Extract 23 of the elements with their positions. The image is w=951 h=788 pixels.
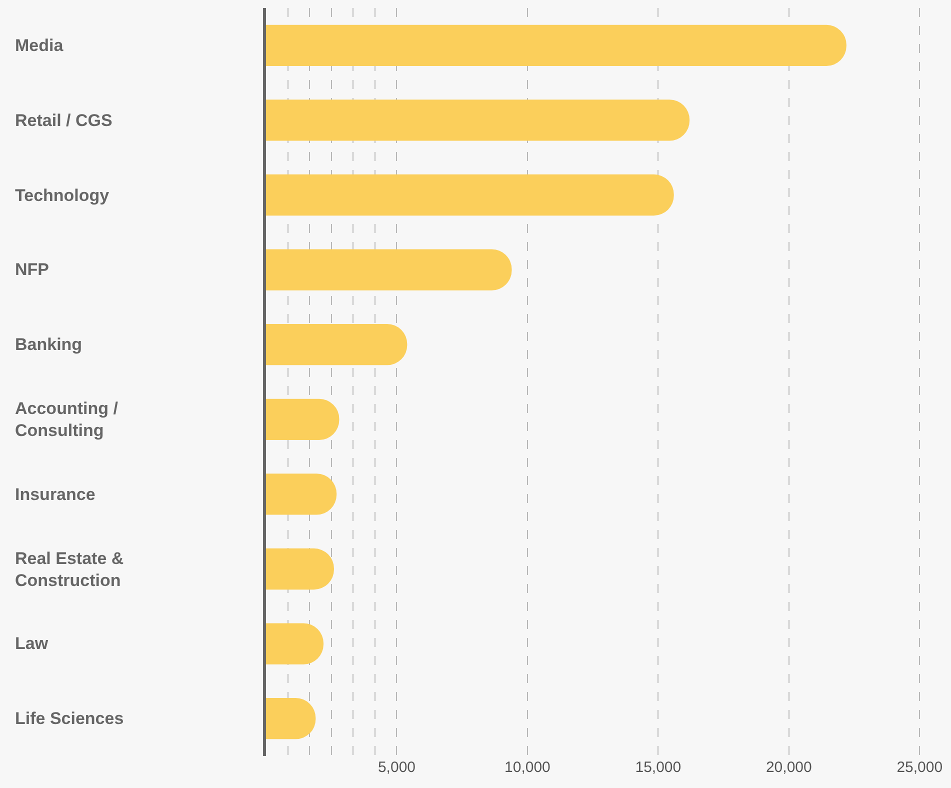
bar bbox=[266, 100, 690, 141]
bar bbox=[266, 324, 408, 366]
x-tick-label: 15,000 bbox=[635, 759, 682, 776]
y-tick-label: Accounting / Consulting bbox=[15, 399, 118, 440]
y-tick-label: Life Sciences bbox=[15, 709, 124, 728]
bar bbox=[266, 548, 334, 590]
bar bbox=[266, 398, 340, 440]
bar bbox=[266, 474, 337, 515]
y-tick-label: Retail / CGS bbox=[15, 111, 112, 130]
y-tick-label: Technology bbox=[15, 186, 110, 205]
y-tick-label: NFP bbox=[15, 260, 49, 279]
y-tick-label: Law bbox=[15, 634, 49, 653]
x-tick-label: 10,000 bbox=[504, 759, 550, 776]
x-tick-label: 25,000 bbox=[896, 759, 943, 776]
x-tick-label: 20,000 bbox=[766, 759, 812, 776]
x-tick-label: 5,000 bbox=[378, 759, 416, 776]
bar bbox=[266, 24, 846, 66]
bar bbox=[266, 174, 674, 216]
y-tick-label: Banking bbox=[15, 335, 82, 354]
bar bbox=[266, 249, 512, 290]
y-tick-label: Media bbox=[15, 36, 64, 55]
y-tick-label: Insurance bbox=[15, 485, 96, 504]
y-tick-label: Real Estate & Construction bbox=[15, 549, 124, 590]
